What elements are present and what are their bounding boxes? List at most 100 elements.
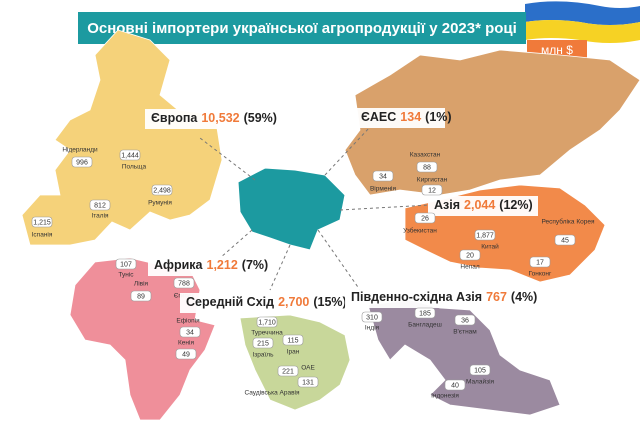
country-value-tag [252,337,274,349]
country-value-tag [89,199,111,211]
country-name: Саудівська Аравія [245,389,300,397]
country-name: Нідерланди [62,146,98,154]
country-value: 34 [379,173,387,180]
country-value: 45 [561,237,569,244]
country-value: 12 [428,187,436,194]
region-share: (59%) [244,111,277,125]
region-total: 10,532 [201,111,239,125]
country-value-tag [282,334,304,346]
country-value-tag [151,184,173,196]
country-value: 17 [536,259,544,266]
country-value-tag [277,365,299,377]
labels: Європа 10,532 (59%) 996 Нідерланди 1,444 Польщ… [32,108,595,400]
region-total: 767 [486,290,507,304]
country-value-tag [119,149,141,161]
country-name: Ізраїль [252,352,274,359]
title-bar [78,12,526,44]
region-label: Азія 2,044 (12%) [434,198,533,212]
region-name: Африка [154,258,204,272]
country-value: 185 [419,310,431,317]
country-value-tag [554,234,576,246]
country-value: 2,498 [153,187,171,194]
title: Основні імпортери української агропродук… [87,20,517,37]
country-name: Італія [91,212,109,220]
region-label-box [145,109,275,129]
region-total: 1,212 [207,258,238,272]
region-label: Середній Схід 2,700 (15%) [186,295,347,309]
country-value-tag [421,184,443,196]
country-value: 1,215 [33,219,51,226]
country-value-tag [115,258,137,270]
country-value: 105 [474,367,486,374]
country-value: 34 [186,329,194,336]
country-value: 215 [257,340,269,347]
country-name: Непал [460,264,479,271]
country-value-tag [529,256,551,268]
region-label-box [345,288,567,308]
country-value: 36 [461,317,469,324]
region-total: 134 [400,110,421,124]
country-name: Бангладеш [408,322,442,329]
country-name: Лівія [134,280,149,288]
region-label: Африка 1,212 (7%) [154,258,268,272]
country-value-tag [173,277,195,289]
country-value: 115 [287,337,298,344]
country-name: Узбекистан [403,227,437,235]
country-value-tag [31,216,53,228]
region-total: 2,044 [464,198,495,212]
country-value: 1,444 [121,152,139,159]
region-share: (7%) [242,258,268,272]
eaeu-shape [344,49,640,196]
country-name: Польща [122,164,147,171]
flag [525,1,640,43]
country-value-tag [459,249,481,261]
country-value: 1,877 [476,232,494,239]
country-name: Гонконг [529,271,552,278]
country-name: В'єтнам [453,329,477,336]
europe-shape [21,29,223,246]
country-name: Республіка Корея [542,218,595,226]
country-value: 1,710 [258,319,276,326]
country-value: 49 [182,351,190,358]
country-name: Киргистан [417,177,448,184]
country-value-tag [297,376,319,388]
ukraine-shape [237,167,346,251]
country-value-tag [71,156,93,168]
country-value: 88 [423,164,431,171]
unit: млн $ [541,43,573,57]
country-value: 131 [302,379,314,386]
country-value: 812 [94,202,106,209]
country-value-tag [469,364,491,376]
country-name: Туніс [118,271,134,279]
region-name: Середній Схід [186,295,274,309]
country-value-tag [130,290,152,302]
region-label-box [148,256,263,276]
country-name: Індонезія [431,392,459,400]
region-label: Південно-східна Азія 767 (4%) [351,290,537,304]
region-label-box [355,108,445,128]
country-name: Малайзія [466,378,495,386]
country-value-tag [179,326,201,338]
country-name: Ефіопія [176,317,200,325]
region-share: (12%) [499,198,532,212]
country-value-tag [256,316,278,328]
country-value: 996 [76,159,88,166]
country-name: Іспанія [32,231,53,239]
region-total: 2,700 [278,295,309,309]
region-share: (15%) [313,295,346,309]
se-asia-shape [367,299,561,416]
country-value: 20 [466,252,474,259]
country-name: Туреччина [251,330,283,337]
country-name: Індія [365,324,380,332]
country-value: 89 [137,293,145,300]
country-name: Румунія [148,199,172,207]
region-name: ЄАЕС [361,110,396,124]
country-value-tag [414,307,436,319]
country-value: 788 [178,280,190,287]
region-name: Південно-східна Азія [351,290,482,304]
region-label-box [180,293,340,313]
country-name: Вірменія [370,185,397,193]
country-name: Китай [481,243,499,251]
country-value: 221 [282,368,294,375]
